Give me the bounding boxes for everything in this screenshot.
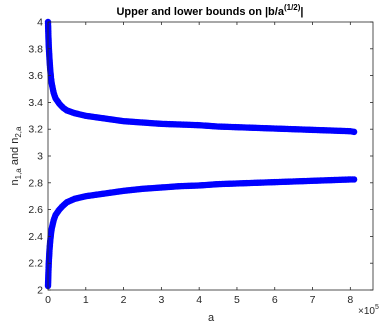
y-tick-label: 3.4 (28, 97, 43, 109)
y-tick-label: 2.2 (28, 258, 43, 270)
x-tick-label: 2 (121, 294, 127, 306)
x-tick-label: 8 (347, 294, 353, 306)
x-tick-label: 6 (272, 294, 278, 306)
data-point (351, 176, 357, 182)
y-tick-label: 2.6 (28, 204, 43, 216)
y-tick-label: 3 (37, 151, 43, 163)
chart-title: Upper and lower bounds on |b/a(1/2)| (116, 3, 303, 18)
x-tick-label: 7 (310, 294, 316, 306)
y-tick-label: 2.8 (28, 177, 43, 189)
y-tick-label: 3.6 (28, 70, 43, 82)
y-tick-label: 2 (37, 285, 43, 297)
x-tick-label: 5 (234, 294, 240, 306)
y-axis-label: n1,a and n2,a (9, 126, 23, 186)
x-tick-label: 0 (45, 294, 51, 306)
x-axis-label: a (208, 312, 215, 324)
y-tick-label: 2.4 (28, 231, 43, 243)
x-tick-label: 1 (83, 294, 89, 306)
x-tick-label: 4 (196, 294, 202, 306)
data-point (351, 129, 357, 135)
y-tick-label: 3.2 (28, 124, 43, 136)
plot-area (48, 22, 373, 290)
y-tick-label: 3.8 (28, 43, 43, 55)
x-axis-exponent: ×105 (358, 304, 379, 317)
x-tick-label: 3 (158, 294, 164, 306)
y-tick-label: 4 (37, 17, 43, 29)
